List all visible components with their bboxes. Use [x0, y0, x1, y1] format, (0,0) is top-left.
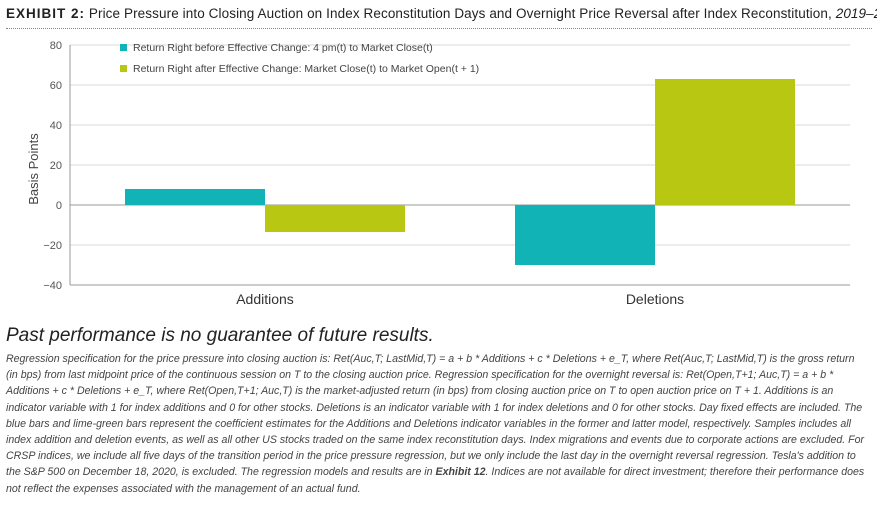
y-tick-label: 0 — [56, 200, 62, 212]
x-category-label: Additions — [236, 291, 294, 307]
legend-swatch — [120, 44, 127, 51]
exhibit-years: 2019–2023 — [835, 6, 877, 21]
y-tick-label: −20 — [43, 240, 62, 252]
bar-additions-lime — [265, 205, 405, 232]
y-tick-label: 80 — [50, 40, 62, 52]
exhibit-reference: Exhibit 12 — [435, 466, 486, 479]
y-tick-label: −40 — [43, 280, 62, 292]
exhibit-label: EXHIBIT 2: — [6, 6, 86, 21]
x-category-label: Deletions — [626, 291, 684, 307]
legend-label: Return Right after Effective Change: Mar… — [133, 63, 479, 75]
bar-deletions-lime — [655, 79, 795, 205]
exhibit-title: EXHIBIT 2: Price Pressure into Closing A… — [6, 6, 877, 21]
y-axis-label: Basis Points — [26, 133, 41, 205]
y-tick-label: 60 — [50, 80, 62, 92]
y-tick-label: 40 — [50, 120, 62, 132]
y-tick-label: 20 — [50, 160, 62, 172]
bar-chart: 80 60 40 20 0 −20 −40 Basis Points Additions Dele… — [26, 40, 850, 307]
title-divider — [6, 28, 872, 29]
legend-swatch — [120, 65, 127, 72]
notes-paragraph: Regression specification for the price p… — [6, 351, 868, 497]
exhibit-title-text: Price Pressure into Closing Auction on I… — [88, 6, 832, 21]
notes-text: Regression specification for the price p… — [6, 353, 865, 479]
bar-additions-teal — [125, 189, 265, 205]
methodology-notes: Regression specification for the price p… — [6, 351, 868, 497]
disclaimer-heading: Past performance is no guarantee of futu… — [6, 325, 434, 346]
notes-tail: . Indices are not available for direct i… — [6, 466, 865, 495]
bar-deletions-teal — [515, 205, 655, 265]
legend-label: Return Right before Effective Change: 4 … — [133, 42, 433, 54]
